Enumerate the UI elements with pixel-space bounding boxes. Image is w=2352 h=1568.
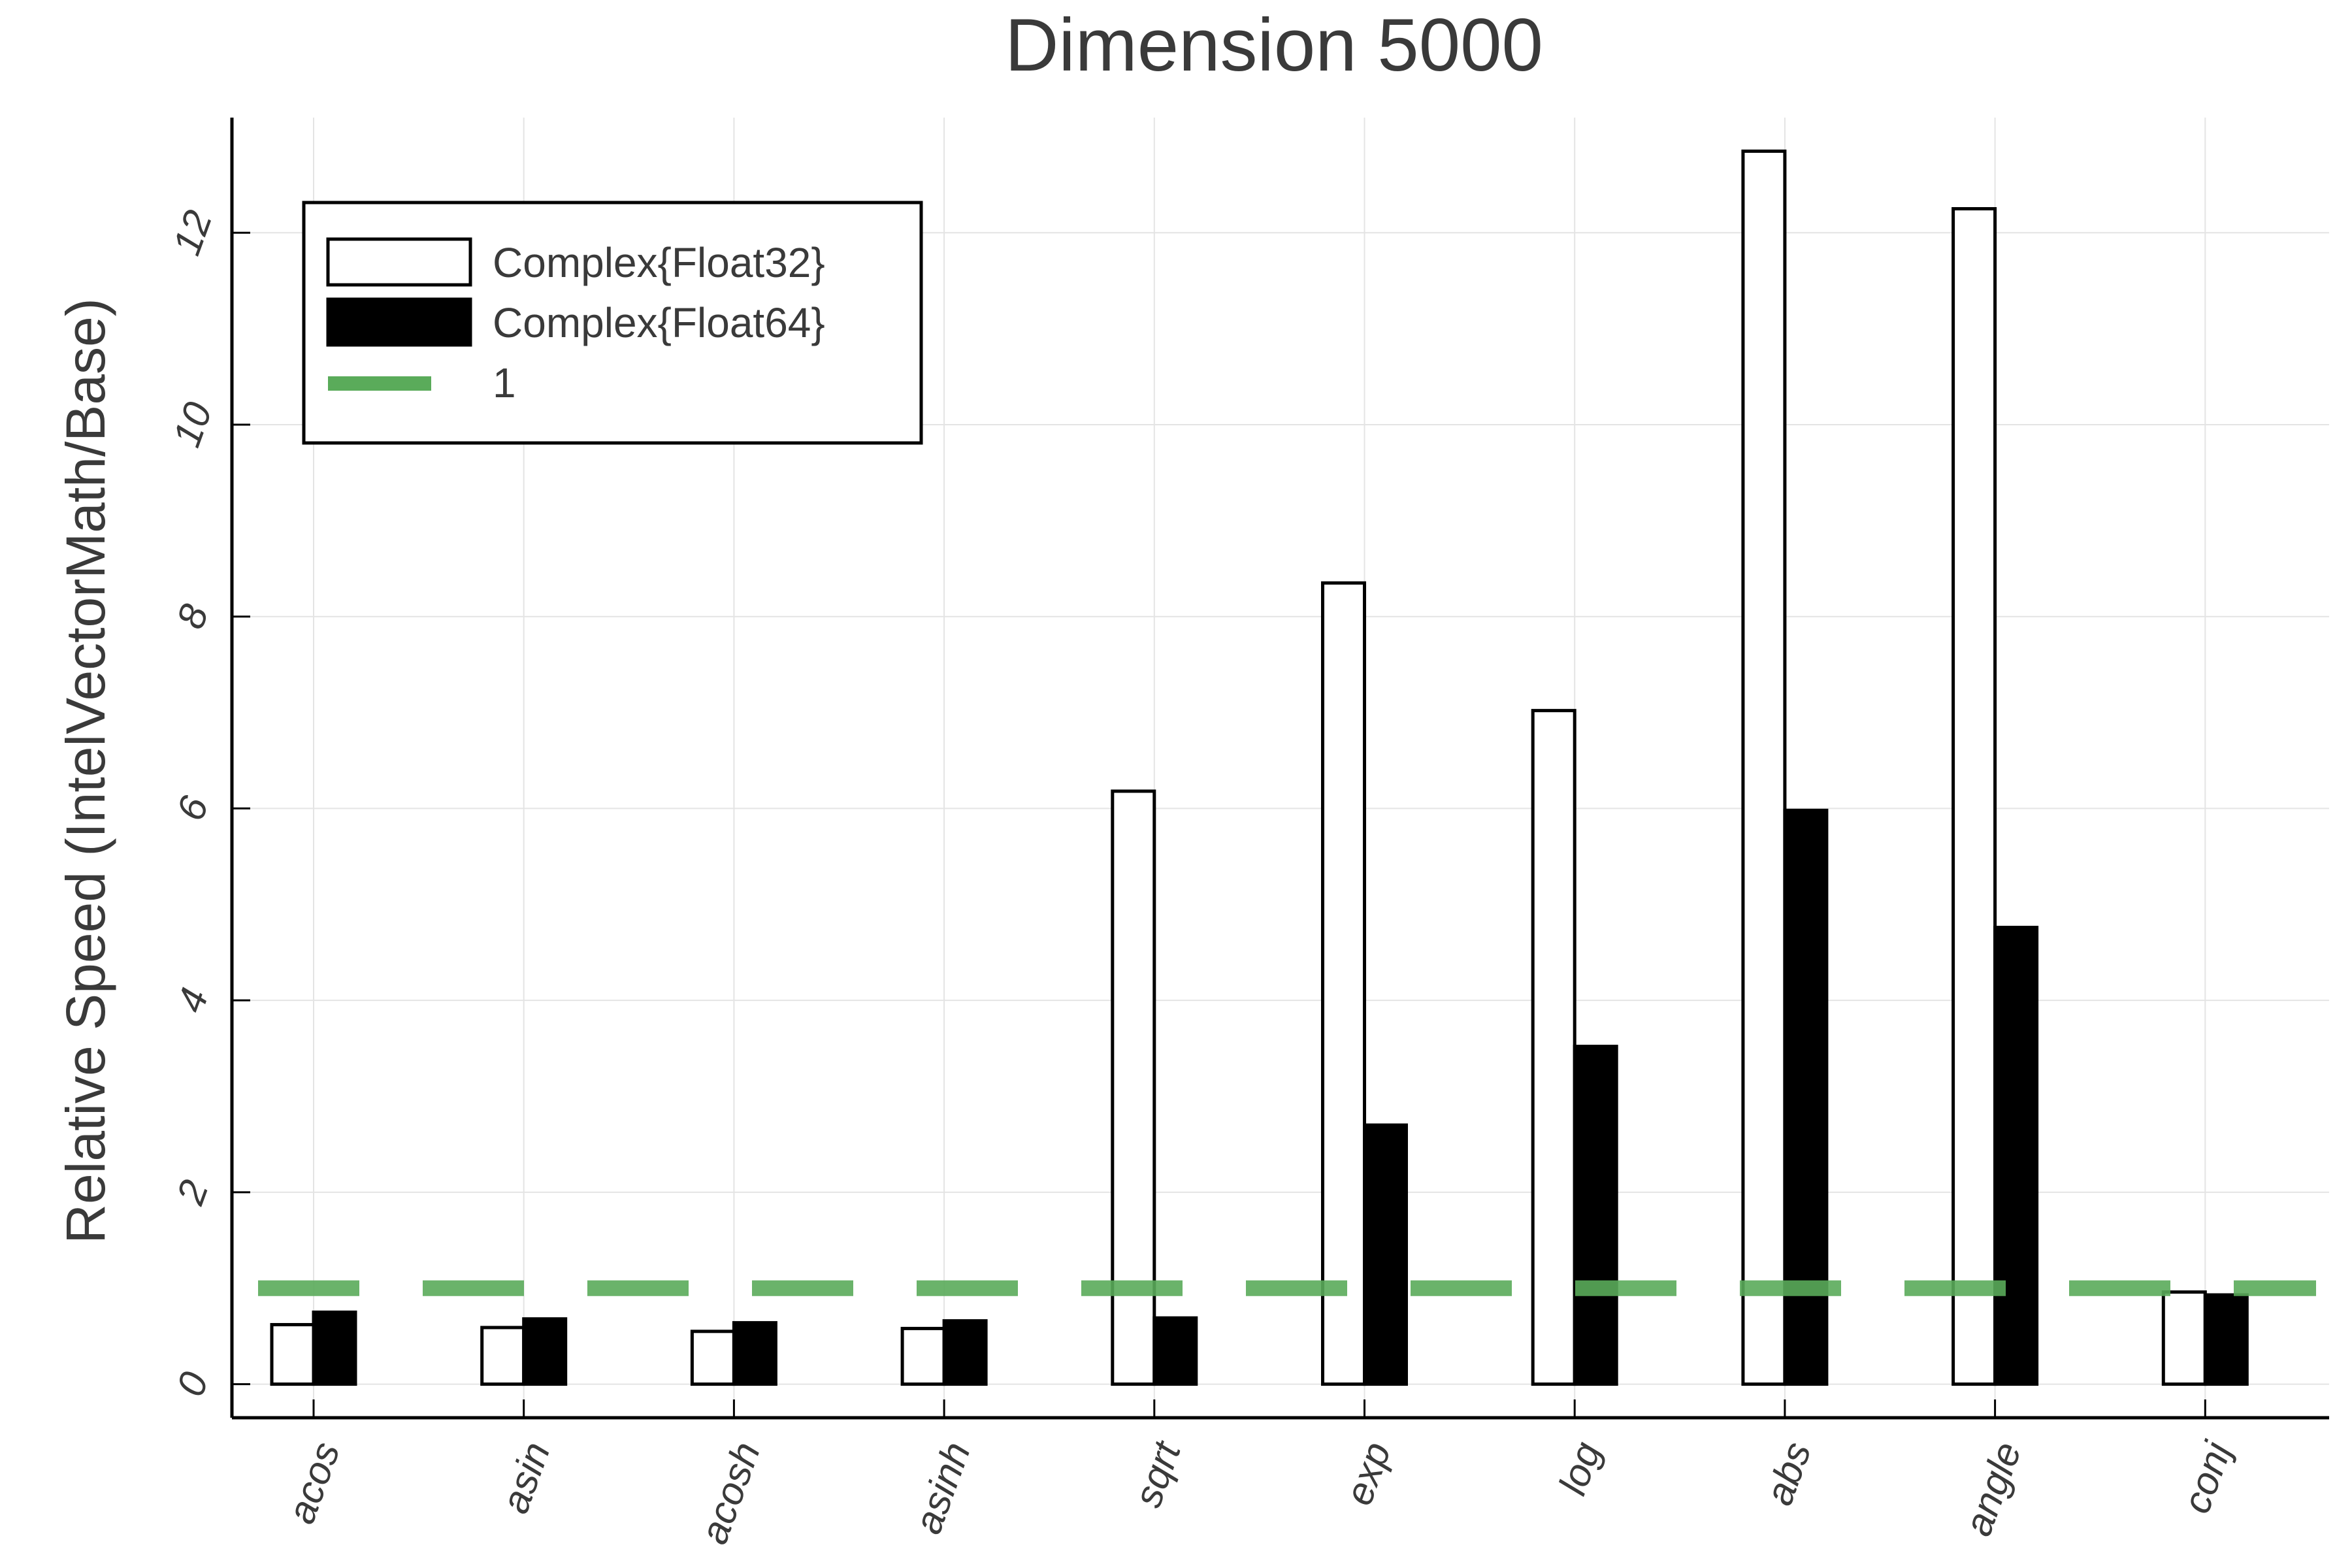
x-tick-label-log: log (1550, 1436, 1609, 1500)
bar-float32-exp (1321, 581, 1366, 1386)
bar-float32-asin (480, 1326, 526, 1386)
bar-float64-acos (312, 1310, 357, 1386)
y-tick-label-10: 10 (165, 397, 221, 453)
bar-float64-abs (1783, 808, 1829, 1386)
y-tick-label-6: 6 (168, 791, 217, 826)
bar-float32-acosh (690, 1330, 736, 1386)
legend-label-float32: Complex{Float32} (493, 239, 825, 286)
y-tick-label-12: 12 (165, 204, 221, 261)
legend-swatch-float32 (326, 237, 472, 287)
legend-swatch-float64 (326, 297, 472, 347)
y-tick-label-4: 4 (168, 983, 216, 1018)
bar-float64-sqrt (1152, 1316, 1198, 1386)
y-tick-label-0: 0 (168, 1366, 216, 1401)
bar-float64-acosh (732, 1321, 777, 1386)
y-tick-label-8: 8 (168, 598, 217, 634)
bar-float32-asinh (900, 1326, 946, 1386)
bar-float32-angle (1952, 207, 1997, 1386)
bar-float64-asinh (942, 1319, 988, 1386)
bars-layer (270, 149, 2249, 1386)
x-tick-label-conj: conj (2174, 1435, 2240, 1519)
bar-float32-log (1531, 709, 1576, 1386)
legend-label-float64: Complex{Float64} (493, 299, 825, 346)
bar-float64-log (1573, 1045, 1618, 1386)
bar-float64-angle (1993, 926, 2039, 1386)
x-tick-label-abs: abs (1757, 1436, 1820, 1511)
bar-float32-acos (270, 1323, 316, 1386)
x-tick-label-acosh: acosh (692, 1436, 769, 1549)
x-tick-label-asin: asin (493, 1436, 559, 1518)
chart-title: Dimension 5000 (1005, 4, 1543, 87)
y-axis-label: Relative Speed (IntelVectorMath/Base) (55, 298, 116, 1243)
x-tick-label-asinh: asinh (906, 1436, 979, 1539)
x-tick-label-acos: acos (279, 1436, 348, 1529)
legend: Complex{Float32} Complex{Float64} 1 (302, 201, 923, 445)
x-tick-label-exp: exp (1336, 1436, 1399, 1511)
x-tick-label-angle: angle (1955, 1436, 2029, 1541)
x-tick-label-sqrt: sqrt (1126, 1435, 1190, 1512)
bar-float32-abs (1741, 149, 1787, 1386)
bar-float64-exp (1363, 1123, 1408, 1386)
y-tick-label-2: 2 (168, 1175, 217, 1211)
axes (230, 118, 2329, 1420)
legend-label-reference: 1 (493, 359, 516, 406)
bar-float64-conj (2203, 1293, 2249, 1386)
bar-float32-conj (2161, 1290, 2207, 1386)
bar-float64-asin (522, 1317, 568, 1386)
